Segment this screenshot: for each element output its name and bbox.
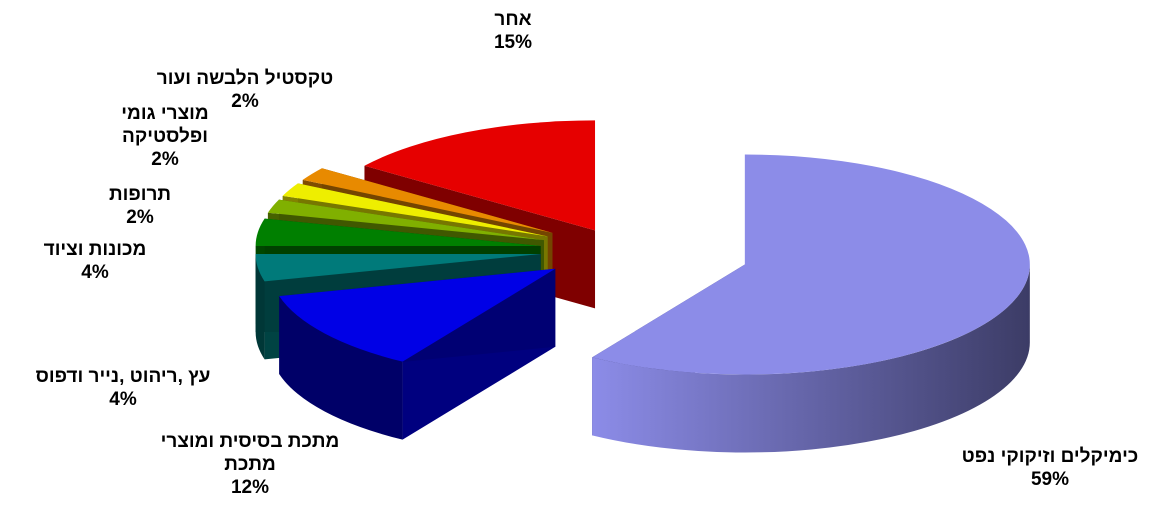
data-label-7: אחר 15% xyxy=(494,8,532,54)
data-label-1-value: 12% xyxy=(230,477,270,498)
slice-2-side xyxy=(255,254,265,360)
slice-4-top xyxy=(267,199,544,241)
data-label-6-name-line: טקסטיל הלבשה ועור xyxy=(156,68,334,89)
data-label-0-name-line: כימיקלים וזיקוקי נפט xyxy=(961,446,1139,467)
slice-1-top xyxy=(279,268,556,362)
slice-0-top xyxy=(592,154,1030,375)
slice-5-top xyxy=(282,183,548,237)
data-label-2-name-line: עץ ,ריהוט ,נייר ודפוס xyxy=(35,366,211,387)
slice-1 xyxy=(279,268,556,440)
data-label-4: תרופות 2% xyxy=(109,183,171,229)
data-label-3-value: 4% xyxy=(81,262,109,283)
data-label-3: מכונות וציוד 4% xyxy=(44,238,147,284)
data-label-4-name-line: תרופות xyxy=(108,184,172,205)
data-label-1: מתכת בסיסית ומוצרי מתכת 12% xyxy=(161,430,340,499)
slice-3-top xyxy=(255,218,541,246)
slices-layer xyxy=(255,120,1030,453)
slice-0-side xyxy=(592,264,1030,453)
data-label-5-name-line: ופלסטיקה xyxy=(122,126,208,147)
data-label-5-name-line: מוצרי גומי xyxy=(121,103,209,124)
slice-6-top xyxy=(302,168,553,233)
slice-0 xyxy=(592,154,1030,453)
data-label-7-name-line: אחר xyxy=(494,9,532,30)
data-label-5: מוצרי גומי ופלסטיקה 2% xyxy=(121,102,208,171)
data-label-1-name-line: מתכת בסיסית ומוצרי xyxy=(160,431,340,452)
data-label-0-value: 59% xyxy=(1030,469,1070,490)
data-label-6: טקסטיל הלבשה ועור 2% xyxy=(157,67,333,113)
slice-1-side xyxy=(279,296,403,440)
slice-7-top xyxy=(364,120,596,231)
data-label-1-name-line: מתכת xyxy=(224,454,276,475)
data-label-0: כימיקלים וזיקוקי נפט 59% xyxy=(962,445,1139,491)
data-label-7-value: 15% xyxy=(493,32,533,53)
data-label-3-name-line: מכונות וציוד xyxy=(43,239,147,260)
data-label-2: עץ ,ריהוט ,נייר ודפוס 4% xyxy=(36,365,211,411)
data-label-2-value: 4% xyxy=(109,389,137,410)
data-label-6-value: 2% xyxy=(231,91,259,112)
slice-2-top xyxy=(255,254,541,282)
data-label-5-value: 2% xyxy=(151,149,179,170)
data-label-4-value: 2% xyxy=(126,207,154,228)
